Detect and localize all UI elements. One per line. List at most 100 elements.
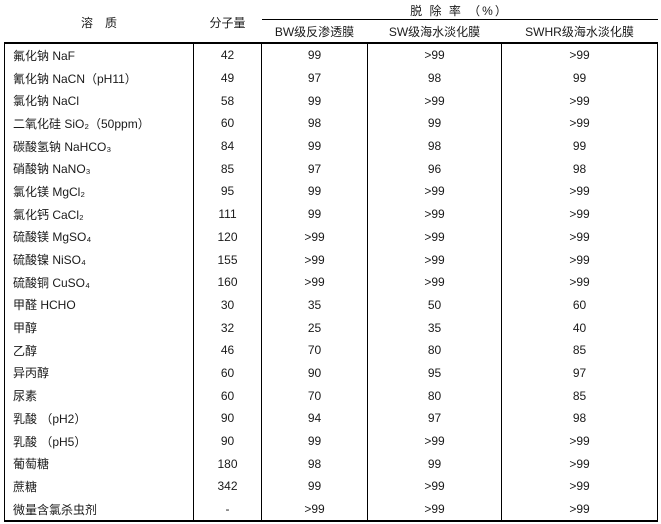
cell-molecular-weight: 180 <box>193 452 262 476</box>
cell-swhr-rejection: 98 <box>500 407 659 430</box>
cell-solute: 硫酸铜 CuSO₄ <box>4 270 194 294</box>
table-row: 硫酸镁 MgSO₄ 120 >99 >99 >99 <box>4 225 659 249</box>
cell-molecular-weight: 95 <box>193 180 262 203</box>
table-row: 硫酸铜 CuSO₄ 160 >99 >99 >99 <box>4 270 659 294</box>
table-row: 氟化钠 NaF 42 99 >99 >99 <box>4 43 659 67</box>
cell-bw-rejection: >99 <box>261 225 368 249</box>
cell-bw-rejection: 99 <box>261 43 368 67</box>
cell-molecular-weight: 84 <box>193 134 262 158</box>
cell-solute: 硝酸钠 NaNO₃ <box>4 157 194 181</box>
cell-bw-rejection: 98 <box>261 452 368 476</box>
table-row: 碳酸氢钠 NaHCO₃ 84 99 98 99 <box>4 134 659 158</box>
table-row: 甲醇 32 25 35 40 <box>4 316 659 339</box>
cell-molecular-weight: 46 <box>193 338 262 362</box>
cell-molecular-weight: 49 <box>193 66 262 90</box>
cell-bw-rejection: 99 <box>261 134 368 158</box>
cell-sw-rejection: 96 <box>367 157 502 181</box>
cell-swhr-rejection: 98 <box>500 157 659 181</box>
table-row: 乳酸 （pH5） 90 99 >99 >99 <box>4 429 659 453</box>
cell-swhr-rejection: >99 <box>500 202 659 226</box>
cell-sw-rejection: 99 <box>367 112 502 135</box>
cell-swhr-rejection: 85 <box>500 338 659 362</box>
cell-sw-rejection: >99 <box>367 89 502 113</box>
column-header-swhr-membrane: SWHR级海水淡化膜 <box>501 19 658 44</box>
cell-sw-rejection: 80 <box>367 384 502 407</box>
table-row: 微量含氯杀虫剂 - >99 >99 >99 <box>4 497 659 523</box>
cell-swhr-rejection: >99 <box>500 180 659 203</box>
table-row: 氰化钠 NaCN（pH11） 49 97 98 99 <box>4 66 659 90</box>
cell-solute: 硫酸镁 MgSO₄ <box>4 225 194 249</box>
table-body: 氟化钠 NaF 42 99 >99 >99 氰化钠 NaCN（pH11） 49 97 98 99 氯… <box>4 43 659 523</box>
cell-sw-rejection: >99 <box>367 270 502 294</box>
cell-molecular-weight: 90 <box>193 429 262 453</box>
cell-solute: 氰化钠 NaCN（pH11） <box>4 66 194 90</box>
cell-molecular-weight: 120 <box>193 225 262 249</box>
cell-sw-rejection: >99 <box>367 202 502 226</box>
cell-swhr-rejection: >99 <box>500 248 659 271</box>
cell-bw-rejection: 35 <box>261 293 368 317</box>
cell-swhr-rejection: >99 <box>500 43 659 67</box>
column-header-molecular-weight: 分子量 <box>193 2 262 44</box>
cell-solute: 乙醇 <box>4 338 194 362</box>
cell-molecular-weight: 60 <box>193 384 262 407</box>
cell-solute: 硫酸镍 NiSO₄ <box>4 248 194 271</box>
cell-bw-rejection: 25 <box>261 316 368 339</box>
table-row: 异丙醇 60 90 95 97 <box>4 361 659 385</box>
table-row: 蔗糖 342 99 >99 >99 <box>4 475 659 498</box>
cell-molecular-weight: - <box>193 497 262 523</box>
cell-solute: 异丙醇 <box>4 361 194 385</box>
cell-sw-rejection: 95 <box>367 361 502 385</box>
table-row: 乙醇 46 70 80 85 <box>4 338 659 362</box>
cell-sw-rejection: 80 <box>367 338 502 362</box>
cell-swhr-rejection: >99 <box>500 225 659 249</box>
cell-sw-rejection: 98 <box>367 134 502 158</box>
column-header-sw-membrane: SW级海水淡化膜 <box>367 19 502 44</box>
header-row-membranes: BW级反渗透膜 SW级海水淡化膜 SWHR级海水淡化膜 <box>5 19 658 44</box>
cell-bw-rejection: 97 <box>261 157 368 181</box>
cell-molecular-weight: 85 <box>193 157 262 181</box>
cell-sw-rejection: 99 <box>367 452 502 476</box>
cell-swhr-rejection: 99 <box>500 66 659 90</box>
cell-sw-rejection: 98 <box>367 66 502 90</box>
cell-molecular-weight: 30 <box>193 293 262 317</box>
cell-solute: 乳酸 （pH5） <box>4 429 194 453</box>
cell-bw-rejection: >99 <box>261 248 368 271</box>
table-row: 氯化镁 MgCl₂ 95 99 >99 >99 <box>4 180 659 203</box>
cell-bw-rejection: 90 <box>261 361 368 385</box>
cell-swhr-rejection: >99 <box>500 452 659 476</box>
column-header-solute: 溶 质 <box>4 2 194 44</box>
cell-molecular-weight: 90 <box>193 407 262 430</box>
cell-sw-rejection: 50 <box>367 293 502 317</box>
cell-sw-rejection: >99 <box>367 225 502 249</box>
cell-bw-rejection: 98 <box>261 112 368 135</box>
cell-solute: 氯化钠 NaCl <box>4 89 194 113</box>
cell-bw-rejection: 70 <box>261 338 368 362</box>
cell-sw-rejection: 35 <box>367 316 502 339</box>
cell-molecular-weight: 160 <box>193 270 262 294</box>
cell-sw-rejection: >99 <box>367 429 502 453</box>
cell-swhr-rejection: 60 <box>500 293 659 317</box>
table-row: 氯化钠 NaCl 58 99 >99 >99 <box>4 89 659 113</box>
cell-solute: 氯化钙 CaCl₂ <box>4 202 194 226</box>
table-row: 硝酸钠 NaNO₃ 85 97 96 98 <box>4 157 659 181</box>
column-header-rejection-rate-group: 脱 除 率 （%） <box>261 2 658 20</box>
cell-bw-rejection: 99 <box>261 180 368 203</box>
cell-swhr-rejection: 40 <box>500 316 659 339</box>
cell-molecular-weight: 42 <box>193 43 262 67</box>
cell-sw-rejection: >99 <box>367 180 502 203</box>
cell-swhr-rejection: >99 <box>500 270 659 294</box>
cell-sw-rejection: >99 <box>367 475 502 498</box>
table-header: 溶 质 分子量 脱 除 率 （%） BW级反渗透膜 SW级海水淡化膜 SWHR级… <box>4 2 658 44</box>
table-row: 甲醛 HCHO 30 35 50 60 <box>4 293 659 317</box>
cell-sw-rejection: 97 <box>367 407 502 430</box>
cell-swhr-rejection: >99 <box>500 497 659 523</box>
cell-swhr-rejection: 99 <box>500 134 659 158</box>
cell-solute: 氟化钠 NaF <box>4 43 194 67</box>
cell-bw-rejection: 97 <box>261 66 368 90</box>
cell-molecular-weight: 60 <box>193 112 262 135</box>
rejection-rate-table: 溶 质 分子量 脱 除 率 （%） BW级反渗透膜 SW级海水淡化膜 SWHR级… <box>4 2 659 523</box>
cell-solute: 蔗糖 <box>4 475 194 498</box>
table-row: 乳酸 （pH2） 90 94 97 98 <box>4 407 659 430</box>
cell-swhr-rejection: >99 <box>500 112 659 135</box>
